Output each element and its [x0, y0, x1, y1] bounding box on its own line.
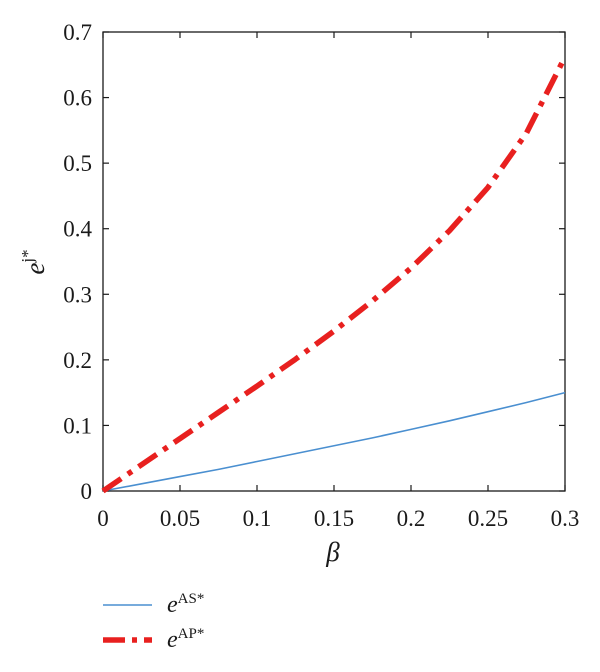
y-tick-label: 0.1 — [63, 413, 92, 438]
legend-label-sup: AP* — [178, 626, 205, 642]
y-tick-label: 0.3 — [63, 282, 92, 307]
y-axis-label: ej* — [18, 249, 50, 274]
y-axis-ticks: 0 0.1 0.2 0.3 0.4 0.5 0.6 0.7 — [63, 20, 565, 504]
plot-area: 0 0.05 0.1 0.15 0.2 0.25 0.3 00.10.20.30.40.50… — [63, 20, 579, 531]
y-axis-label-base: e — [20, 263, 50, 275]
legend-label-base: e — [167, 592, 178, 618]
series-line-ap — [101, 55, 568, 494]
legend-label: eAP* — [167, 626, 204, 653]
x-tick-label: 0.3 — [551, 506, 580, 531]
x-tick-label: 0.25 — [468, 506, 508, 531]
y-tick-label: 0.7 — [63, 20, 92, 45]
x-axis-label: β — [325, 537, 340, 567]
x-tick-label: 0.05 — [160, 506, 200, 531]
x-tick-label: 0 — [97, 506, 109, 531]
y-tick-label: 0 — [81, 479, 93, 504]
plot-frame — [102, 31, 566, 492]
y-axis-label-sup: j* — [18, 249, 37, 263]
y-tick-label: 0.5 — [63, 151, 92, 176]
x-tick-label: 0.1 — [243, 506, 272, 531]
y-tick-label: 0.6 — [63, 86, 92, 111]
series-line-as — [102, 391, 566, 492]
y-tick-label: 0.4 — [63, 217, 92, 242]
x-tick-label: 0.15 — [314, 506, 354, 531]
legend-label-sup: AS* — [178, 591, 205, 607]
legend-label: eAS* — [167, 591, 204, 618]
x-axis-ticks: 0 0.05 0.1 0.15 0.2 0.25 0.3 — [97, 32, 579, 531]
legend: eAS*eAP* — [103, 591, 204, 653]
x-tick-label: 0.2 — [397, 506, 426, 531]
series-lines — [101, 55, 568, 494]
legend-label-base: e — [167, 627, 178, 653]
y-tick-label: 0.2 — [63, 348, 92, 373]
